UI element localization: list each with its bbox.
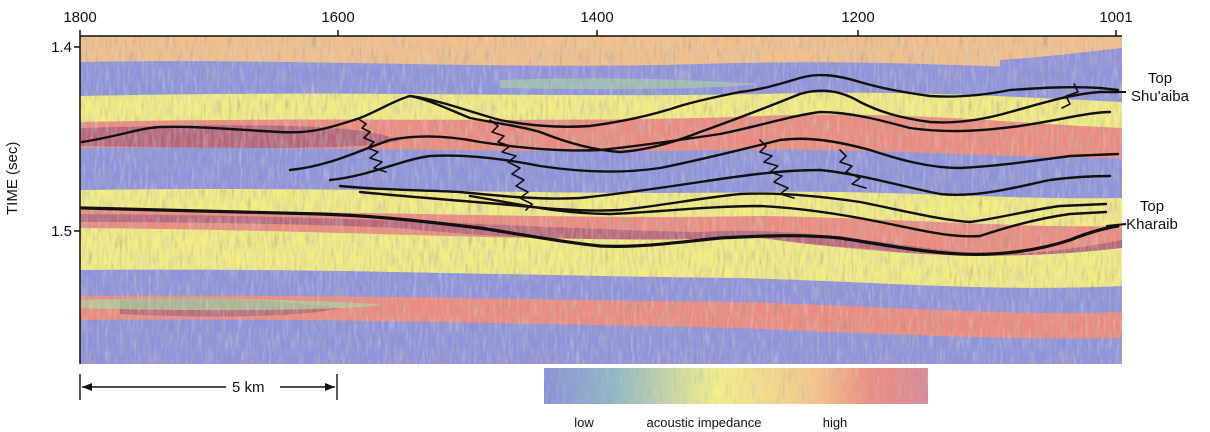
y-ticks [74,46,80,232]
horizon-line-top-shuaiba [408,73,1120,128]
horizon-line-lower-2 [468,194,1108,238]
horizon-line-top-kharaib [80,206,1120,256]
kharaib-leader [1105,223,1127,227]
x-tick-1800: 1800 [63,9,97,26]
label-top-kharaib-line2: Kharaib [1126,216,1178,233]
horizon-lines [80,73,1120,256]
horizon-line-lower-1 [358,190,1108,224]
clinoform-trace-2 [489,119,533,211]
horizon-line-mid-3 [338,168,1112,200]
impedance-bands [80,36,1122,364]
y-tick-1-4: 1.4 [51,39,72,56]
x-tick-1001: 1001 [1099,9,1133,26]
x-ticks [79,30,1117,36]
colorbar-high-label: high [822,415,848,430]
label-top-shuaiba-line2: Shu'aiba [1131,88,1189,105]
colorbar-low-label: low [574,415,594,430]
clinoform-trace-3 [759,139,795,199]
scale-bar [79,374,338,400]
label-top-shuaiba-line1: Top [1147,70,1173,87]
label-top-kharaib-line1: Top [1139,198,1165,215]
x-tick-1400: 1400 [580,9,614,26]
colorbar-title: acoustic impedance [646,415,762,430]
clinoform-trace-5 [1061,83,1079,109]
clinoform-trace-1 [359,119,387,173]
label-top-kharaib: Top Kharaib [1112,198,1192,234]
x-tick-1200: 1200 [841,9,875,26]
scale-bar-label: 5 km [232,379,265,396]
horizon-line-mid-1 [288,110,1112,172]
horizon-line-upper-main [80,89,1120,154]
x-tick-1600: 1600 [321,9,355,26]
y-tick-1-5: 1.5 [51,223,72,240]
horizon-line-mid-2 [328,137,1120,182]
label-top-shuaiba: Top Shu'aiba [1120,70,1200,106]
clinoform-trace-4 [839,149,867,189]
